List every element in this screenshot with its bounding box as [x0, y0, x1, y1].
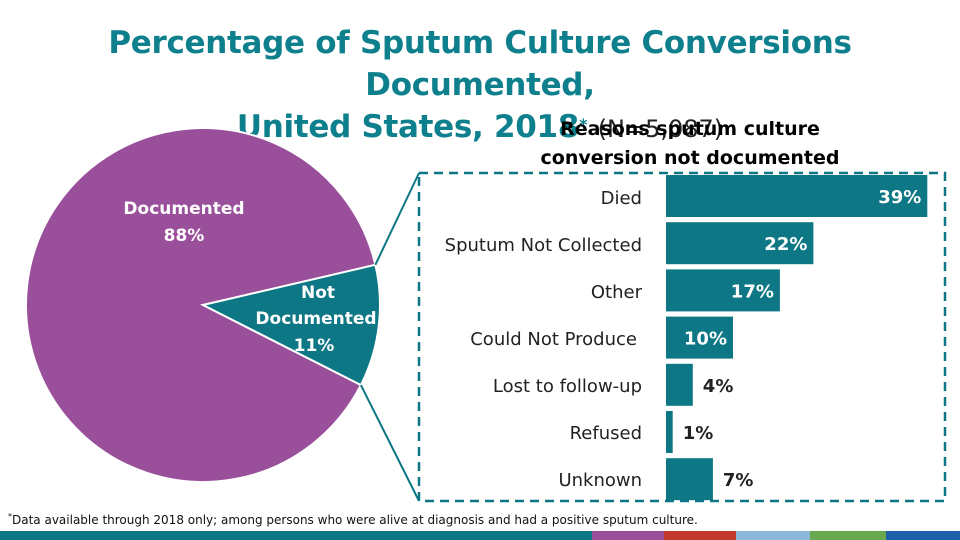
pie-slice-not-documented [200, 263, 381, 387]
pie-value-not-documented: 11% [294, 336, 335, 356]
bar-value-label: 4% [703, 376, 734, 397]
bar-category-label: Lost to follow-up [493, 376, 642, 397]
pie-value-documented: 88% [164, 226, 205, 246]
bar-value-label: 17% [731, 281, 774, 302]
bar-value-label: 1% [683, 423, 714, 444]
bar-value-label: 22% [764, 234, 807, 255]
connector-line-bottom [359, 384, 420, 502]
bottom-bar-segment [886, 531, 960, 540]
bar-chart-title-line1: Reasons sputum culture [560, 118, 820, 140]
sample-size-label: (N=5,087) [597, 115, 724, 143]
bottom-bar-segment [466, 531, 592, 540]
footnote-text: Data available through 2018 only; among … [12, 513, 698, 527]
bottom-bar-segment [736, 531, 810, 540]
bar-sputum-not-collected [666, 222, 814, 265]
pie-label-documented-2: Documented [255, 309, 376, 329]
bar-value-label: 10% [684, 329, 727, 350]
footnote-marker: * [8, 512, 12, 521]
bottom-color-bar [0, 531, 960, 540]
bar-category-label: Could Not Produce [470, 329, 637, 350]
bar-category-label: Refused [570, 423, 642, 444]
bar-category-label: Unknown [558, 470, 642, 491]
bar-category-label: Other [591, 282, 643, 303]
connector-line-top [374, 172, 420, 266]
bar-other [666, 269, 780, 312]
bottom-bar-segment [592, 531, 664, 540]
bar-refused [666, 411, 673, 453]
bar-category-label: Died [601, 188, 642, 209]
bottom-bar-segment [0, 531, 466, 540]
pie-label-not: Not [301, 283, 335, 303]
reasons-dashed-box [417, 171, 947, 503]
bar-could-not-produce [666, 316, 733, 359]
bar-died [666, 175, 928, 217]
bar-category-label: Sputum Not Collected [445, 235, 642, 256]
chart-title: Percentage of Sputum Culture Conversions… [0, 22, 960, 150]
pie-slice-documented [25, 127, 377, 483]
chart-title-line1: Percentage of Sputum Culture Conversions… [108, 25, 852, 103]
bar-value-label: 39% [878, 187, 921, 208]
bar-unknown [666, 458, 713, 501]
bar-lost-to-follow-up [666, 363, 693, 406]
chart-title-line2-text: United States, 2018 [236, 109, 580, 145]
pie-label-documented: Documented [123, 199, 244, 219]
bottom-bar-segment [810, 531, 886, 540]
bar-chart-title-line2: conversion not documented [541, 147, 840, 169]
footnote: *Data available through 2018 only; among… [8, 512, 698, 527]
bar-value-label: 7% [723, 470, 754, 491]
chart-title-line2: United States, 2018* (N=5,087) [0, 106, 960, 150]
bottom-bar-segment [664, 531, 736, 540]
title-asterisk: * [579, 115, 588, 134]
